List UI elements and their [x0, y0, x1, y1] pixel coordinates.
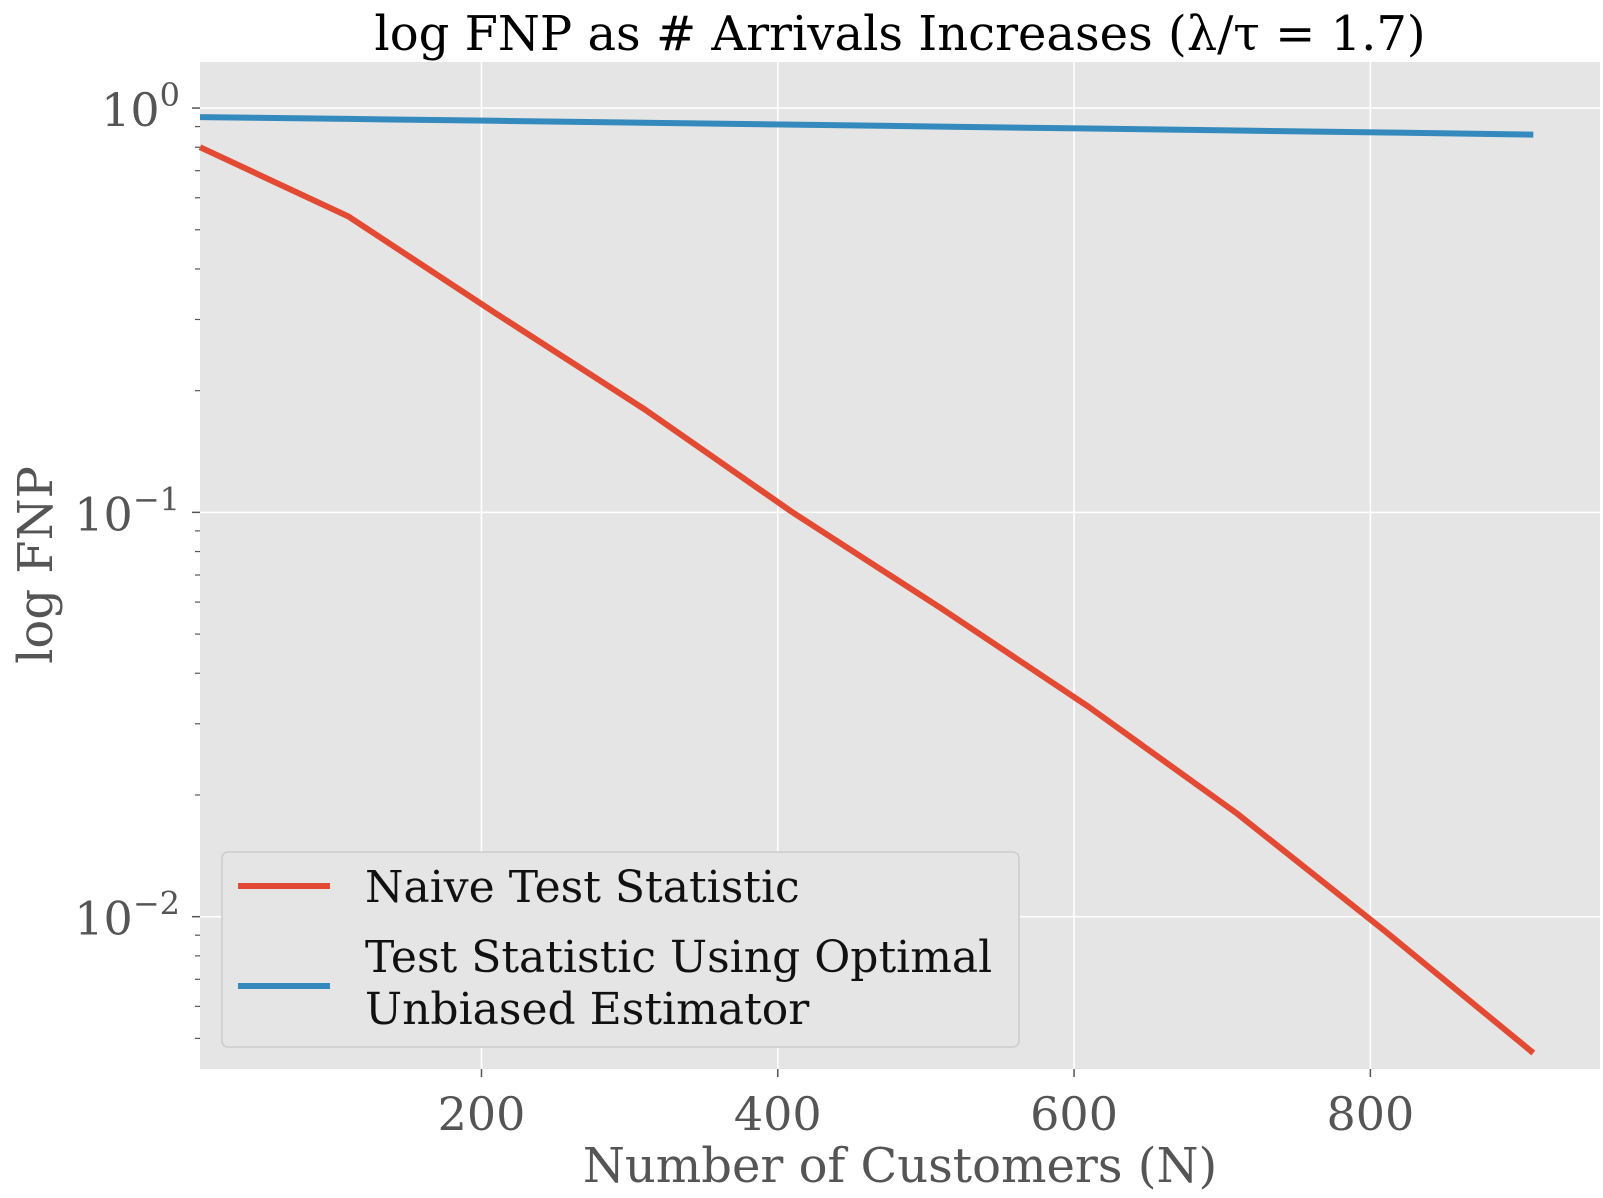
chart-title: log FNP as # Arrivals Increases (λ/τ = 1…: [374, 6, 1425, 62]
legend-label-optimal: Test Statistic Using Optimal Unbiased Es…: [365, 932, 1006, 1035]
legend-label-naive: Naive Test Statistic: [365, 862, 800, 913]
y-tick-label: 10−1: [74, 480, 180, 541]
y-tick-label: 100: [101, 76, 180, 137]
x-axis-label: Number of Customers (N): [583, 1138, 1217, 1194]
y-axis-ticks: 100 10−1 10−2: [74, 76, 200, 1039]
x-tick-label: 200: [438, 1087, 526, 1141]
legend-label-optimal-line-2: Unbiased Estimator: [365, 984, 810, 1035]
x-tick-label: 400: [734, 1087, 822, 1141]
x-tick-label: 600: [1030, 1087, 1118, 1141]
legend: Naive Test Statistic Test Statistic Usin…: [221, 851, 1020, 1048]
x-axis-ticks: 200 400 600 800: [438, 1069, 1414, 1141]
data-lines: [198, 114, 1536, 1056]
series-line-naive: [198, 144, 1536, 1056]
y-tick-label: 10−2: [74, 885, 180, 946]
x-tick-label: 800: [1326, 1087, 1414, 1141]
legend-box: [221, 851, 1020, 1048]
y-axis-label: log FNP: [8, 466, 64, 664]
series-line-optimal: [199, 114, 1534, 138]
legend-label-optimal-line-1: Test Statistic Using Optimal: [365, 932, 992, 983]
